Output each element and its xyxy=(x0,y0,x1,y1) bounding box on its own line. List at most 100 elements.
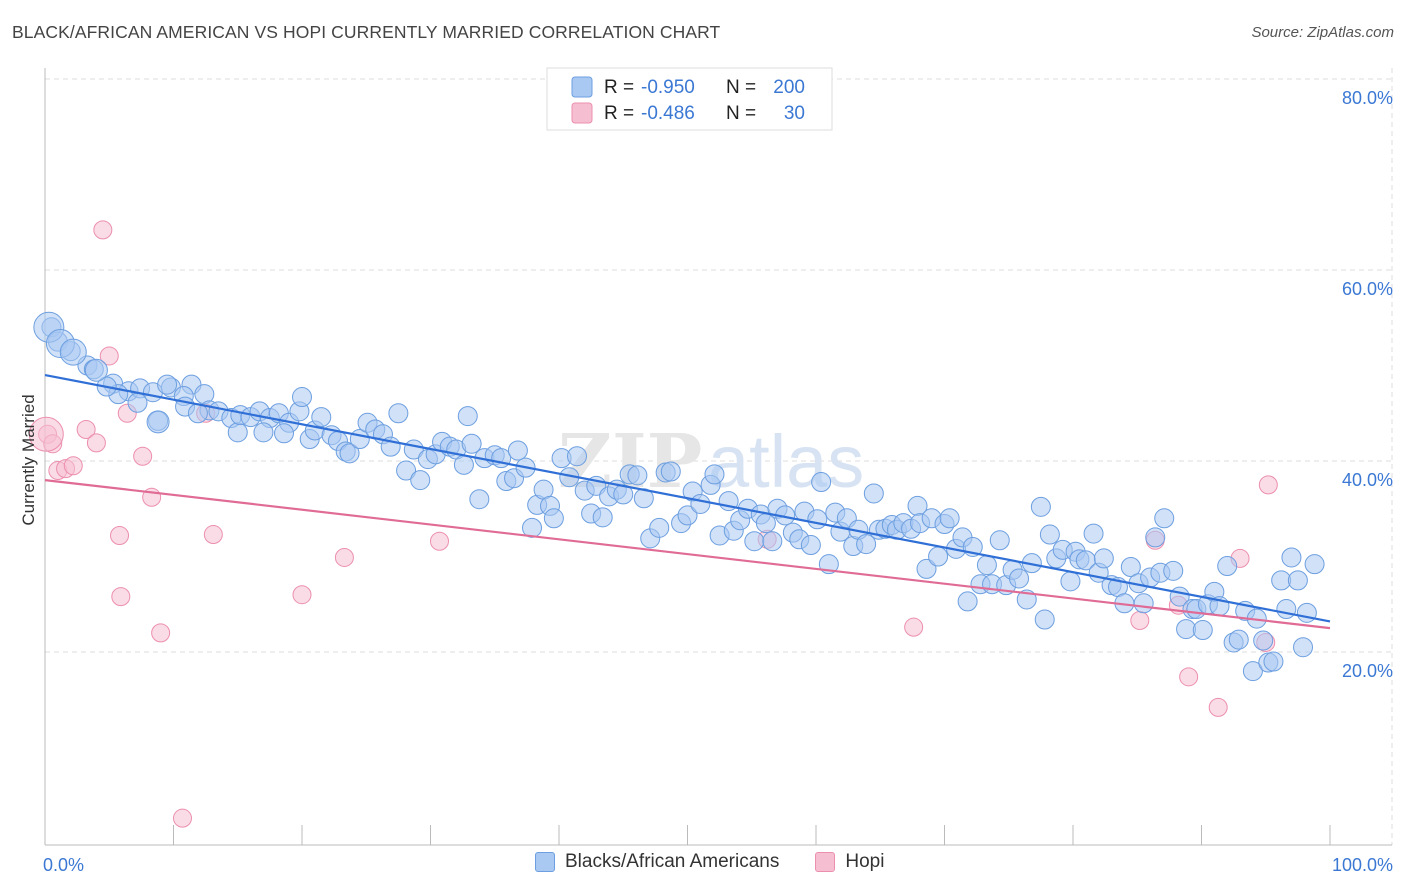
legend-bottom: Blacks/African Americans Hopi xyxy=(535,851,910,873)
hopi-point xyxy=(133,446,153,466)
blacks-point xyxy=(1145,527,1166,548)
blacks-point xyxy=(1163,560,1184,581)
blacks-point xyxy=(1060,571,1081,592)
hopi-point xyxy=(99,346,119,366)
chart-source: Source: ZipAtlas.com xyxy=(1251,24,1394,41)
legend-pink-swatch xyxy=(571,102,593,124)
hopi-point xyxy=(86,433,106,453)
blacks-point xyxy=(957,591,978,612)
hopi-point xyxy=(1179,667,1199,687)
blacks-point xyxy=(1176,619,1197,640)
blacks-point xyxy=(1271,570,1292,591)
blacks-point xyxy=(274,423,295,444)
blacks-point xyxy=(976,555,997,576)
legend-pink-r-value: -0.486 xyxy=(641,103,695,124)
hopi-point xyxy=(1130,610,1150,630)
legend-item-blacks: Blacks/African Americans xyxy=(535,851,779,873)
blacks-point xyxy=(1093,548,1114,569)
blacks-trend-line xyxy=(44,373,1331,623)
hopi-point xyxy=(172,808,192,828)
blacks-point xyxy=(592,507,613,528)
hopi-point xyxy=(93,220,113,240)
blacks-point xyxy=(457,406,478,427)
blacks-point xyxy=(1034,609,1055,630)
blacks-point xyxy=(453,454,474,475)
blacks-point xyxy=(1120,557,1141,578)
blacks-point xyxy=(1217,556,1238,577)
blacks-point xyxy=(1281,547,1302,568)
legend-item-hopi: Hopi xyxy=(815,851,884,873)
blacks-point xyxy=(744,531,765,552)
trend-lines xyxy=(44,373,1331,630)
legend-pink-n-label: N = xyxy=(726,103,756,124)
blacks-point xyxy=(1228,629,1249,650)
blacks-point xyxy=(856,534,877,555)
y-tick-label: 60.0% xyxy=(1342,279,1393,299)
legend-top: R = -0.950 N = 200 R = -0.486 N = 30 xyxy=(546,67,833,131)
blacks-point xyxy=(1083,523,1104,544)
blacks-point xyxy=(507,440,528,461)
blacks-point xyxy=(800,535,821,556)
legend-swatch-pink xyxy=(815,852,836,872)
blacks-point xyxy=(253,422,274,443)
hopi-point-large xyxy=(28,416,64,452)
blacks-point xyxy=(1030,496,1051,517)
blacks-point xyxy=(677,505,698,526)
hopi-point xyxy=(1208,697,1228,717)
blacks-point xyxy=(989,530,1010,551)
x-tick-label: 0.0% xyxy=(43,855,84,875)
blacks-point xyxy=(1287,570,1308,591)
y-axis-label: Currently Married xyxy=(19,394,38,525)
legend-blue-r-label: R = xyxy=(604,77,634,98)
blacks-point xyxy=(1276,599,1297,620)
chart-title: BLACK/AFRICAN AMERICAN VS HOPI CURRENTLY… xyxy=(12,22,721,42)
blacks-point xyxy=(1009,568,1030,589)
legend-swatch-blue xyxy=(535,852,555,872)
blacks-point xyxy=(633,488,654,509)
blacks-point xyxy=(1304,554,1325,575)
legend-pink-r-label: R = xyxy=(604,103,634,124)
gridlines xyxy=(45,68,1393,845)
blacks-point xyxy=(543,508,564,529)
hopi-point xyxy=(111,587,131,607)
legend-blue-r-value: -0.950 xyxy=(641,77,695,98)
blacks-point xyxy=(916,558,937,579)
blacks-point xyxy=(227,422,248,443)
hopi-point xyxy=(63,456,83,476)
blacks-point xyxy=(157,374,178,395)
blacks-point xyxy=(1296,602,1317,623)
tick-labels: 20.0% 40.0% 60.0% 80.0% 0.0% 100.0% xyxy=(43,88,1393,875)
axes xyxy=(44,68,1392,846)
hopi-point xyxy=(1258,475,1278,495)
blacks-point xyxy=(704,464,725,485)
y-tick-label: 80.0% xyxy=(1342,88,1393,108)
legend-label-blacks: Blacks/African Americans xyxy=(565,851,780,872)
blacks-point xyxy=(292,387,312,408)
blacks-point xyxy=(928,546,949,567)
hopi-point xyxy=(203,525,223,545)
y-tick-label: 40.0% xyxy=(1342,470,1393,490)
blacks-point xyxy=(649,517,670,538)
blacks-point xyxy=(1293,637,1314,658)
blacks-point xyxy=(469,489,490,510)
hopi-trend-line xyxy=(44,479,1331,630)
blacks-point-large xyxy=(84,358,108,382)
legend-blue-n-label: N = xyxy=(726,77,756,98)
blacks-point xyxy=(1133,593,1154,614)
blacks-point xyxy=(807,509,828,530)
blacks-point xyxy=(690,493,711,514)
blacks-point xyxy=(1253,630,1274,651)
blacks-point xyxy=(660,461,681,482)
blacks-point xyxy=(1154,508,1175,529)
blacks-point xyxy=(1263,651,1284,672)
legend-blue-swatch xyxy=(571,76,593,98)
hopi-point xyxy=(76,419,96,439)
blacks-point xyxy=(410,470,431,491)
blacks-point xyxy=(627,465,648,486)
legend-blue-n-value: 200 xyxy=(773,77,805,98)
watermark-atlas: atlas xyxy=(708,420,864,503)
blacks-point xyxy=(311,407,332,428)
blacks-point xyxy=(1039,524,1060,545)
blacks-point xyxy=(339,443,360,464)
